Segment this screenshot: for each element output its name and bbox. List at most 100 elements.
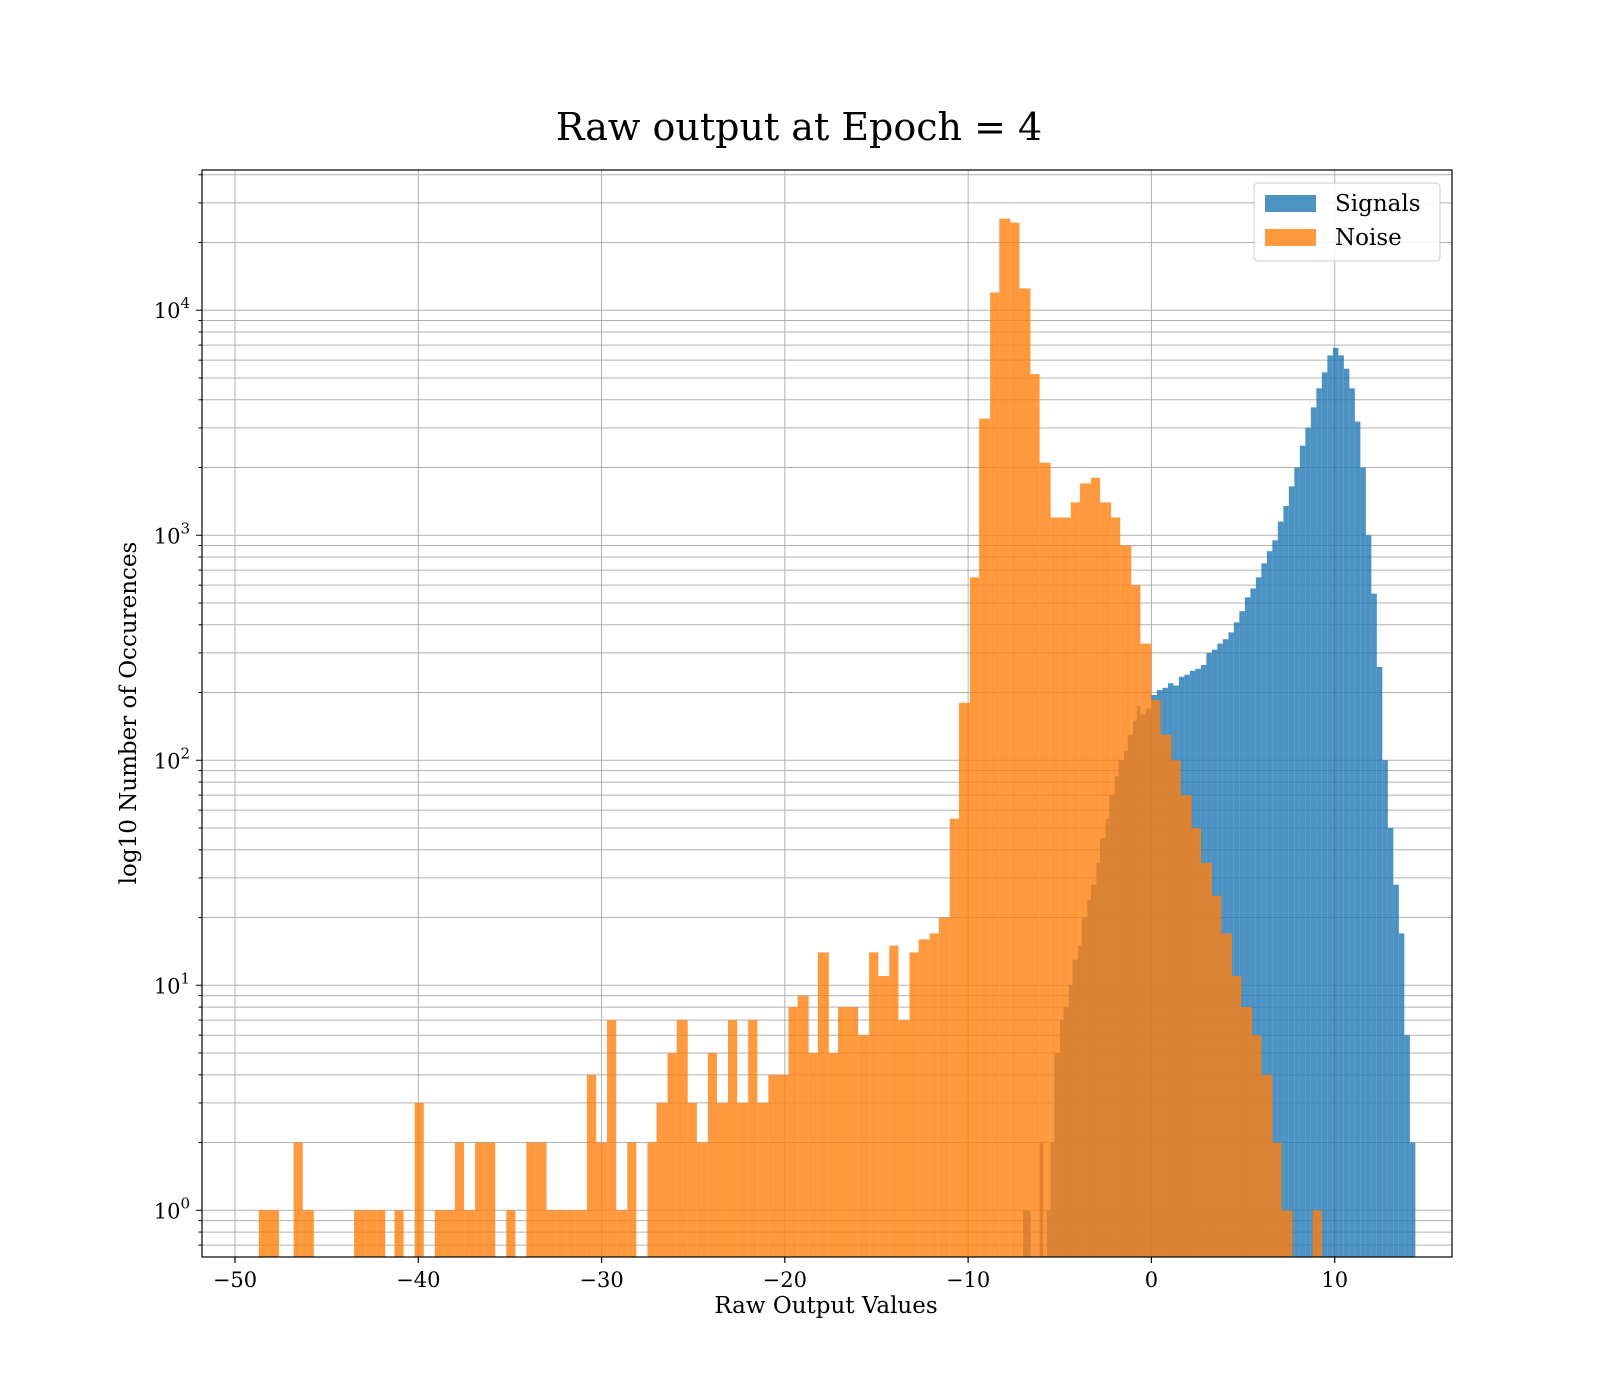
bar-noise-80: [1180, 795, 1192, 1257]
legend-swatch-noise: [1265, 229, 1316, 246]
bar-noise-41: [788, 1007, 798, 1257]
bar-noise-6: [376, 1210, 386, 1257]
bar-noise-33: [707, 1053, 718, 1257]
y-tick-label-2: 102: [154, 744, 190, 773]
bar-noise-43: [808, 1053, 818, 1257]
bar-noise-29: [667, 1053, 677, 1257]
bar-noise-25: [616, 1210, 628, 1257]
bar-noise-16: [526, 1142, 536, 1257]
bar-noise-66: [1039, 462, 1051, 1258]
bar-noise-70: [1079, 483, 1091, 1258]
bar-signals-64: [1365, 535, 1372, 1257]
x-tick-label-2: −30: [579, 1268, 623, 1292]
bar-noise-91: [1312, 1210, 1322, 1257]
bar-signals-49: [1283, 505, 1289, 1258]
bar-signals-67: [1382, 760, 1388, 1257]
bar-noise-71: [1090, 477, 1101, 1258]
bar-signals-43: [1250, 588, 1256, 1257]
bar-signals-55: [1316, 388, 1322, 1257]
bar-noise-58: [958, 702, 970, 1257]
bar-noise-47: [848, 1007, 859, 1257]
plot-frame: [201, 169, 1453, 1258]
bar-noise-35: [728, 1020, 738, 1257]
bar-noise-14: [484, 1142, 496, 1257]
bar-noise-76: [1140, 643, 1152, 1257]
bar-signals-44: [1255, 577, 1262, 1257]
bar-noise-23: [596, 1142, 608, 1257]
legend-label-signals: Signals: [1335, 191, 1421, 217]
series-noise: [258, 218, 1322, 1258]
bar-noise-61: [990, 292, 1000, 1257]
bar-noise-59: [969, 577, 980, 1257]
bar-signals-57: [1327, 355, 1333, 1258]
bar-noise-78: [1160, 734, 1172, 1257]
bar-noise-36: [737, 1102, 749, 1257]
bar-signals-54: [1310, 407, 1317, 1257]
bar-noise-82: [1200, 862, 1212, 1257]
bar-signals-45: [1261, 563, 1267, 1257]
bar-noise-4: [354, 1210, 366, 1257]
bar-noise-45: [828, 1053, 838, 1257]
bar-noise-24: [607, 1020, 617, 1257]
bar-noise-51: [889, 945, 899, 1257]
bar-noise-44: [817, 952, 829, 1257]
bar-noise-54: [918, 939, 930, 1257]
bar-noise-89: [1272, 1142, 1282, 1257]
bar-noise-38: [757, 1102, 769, 1257]
y-tick-label-0: 100: [154, 1194, 190, 1223]
bar-noise-62: [999, 218, 1011, 1258]
bar-signals-53: [1305, 427, 1311, 1257]
bar-noise-2: [293, 1142, 303, 1257]
bar-noise-40: [777, 1074, 789, 1257]
bar-noise-55: [929, 933, 939, 1257]
bar-noise-22: [586, 1074, 597, 1257]
bar-noise-53: [909, 952, 919, 1257]
bar-noise-17: [535, 1142, 547, 1257]
bar-noise-90: [1281, 1210, 1293, 1257]
bar-noise-31: [687, 1102, 697, 1257]
bar-signals-41: [1239, 611, 1245, 1257]
chart-title: Raw output at Epoch = 4: [556, 105, 1042, 149]
bar-noise-50: [878, 975, 890, 1257]
x-tick-label-1: −40: [396, 1268, 440, 1292]
bar-noise-18: [546, 1210, 556, 1257]
x-tick-label-4: −10: [946, 1268, 990, 1292]
bar-signals-72: [1409, 1142, 1416, 1257]
bar-noise-60: [979, 418, 991, 1257]
bar-signals-50: [1288, 486, 1295, 1257]
bar-signals-59: [1338, 355, 1344, 1258]
x-tick-label-5: 0: [1145, 1268, 1158, 1292]
bar-noise-69: [1070, 502, 1080, 1257]
bar-noise-26: [627, 1142, 637, 1257]
bar-noise-56: [938, 917, 950, 1257]
bar-signals-58: [1332, 347, 1339, 1258]
bar-noise-12: [464, 1210, 476, 1257]
bar-noise-28: [656, 1102, 668, 1257]
x-axis-label: Raw Output Values: [714, 1293, 937, 1319]
x-tick-label-0: −50: [213, 1268, 257, 1292]
bar-noise-30: [676, 1020, 688, 1257]
legend-label-noise: Noise: [1335, 225, 1402, 251]
x-tick-label-3: −20: [763, 1268, 807, 1292]
bar-noise-64: [1019, 288, 1031, 1257]
bar-noise-74: [1120, 545, 1132, 1257]
bar-noise-8: [414, 1102, 424, 1257]
bar-noise-84: [1221, 933, 1233, 1257]
bar-noise-65: [1030, 374, 1040, 1257]
y-axis-label: log10 Number of Occurences: [116, 542, 142, 885]
bar-noise-5: [365, 1210, 377, 1257]
bar-signals-51: [1294, 467, 1300, 1257]
bar-noise-9: [434, 1210, 444, 1257]
bar-noise-88: [1261, 1074, 1273, 1257]
bar-signals-42: [1244, 597, 1251, 1257]
bar-noise-52: [898, 1020, 910, 1257]
bar-noise-20: [566, 1210, 576, 1257]
bar-noise-15: [506, 1210, 516, 1257]
bar-signals-47: [1272, 540, 1278, 1257]
bar-noise-83: [1211, 895, 1222, 1257]
bar-noise-77: [1151, 700, 1161, 1257]
bar-signals-60: [1343, 368, 1350, 1257]
histogram-bars: [258, 218, 1416, 1258]
bar-noise-72: [1100, 502, 1112, 1257]
bar-noise-67: [1050, 517, 1060, 1257]
